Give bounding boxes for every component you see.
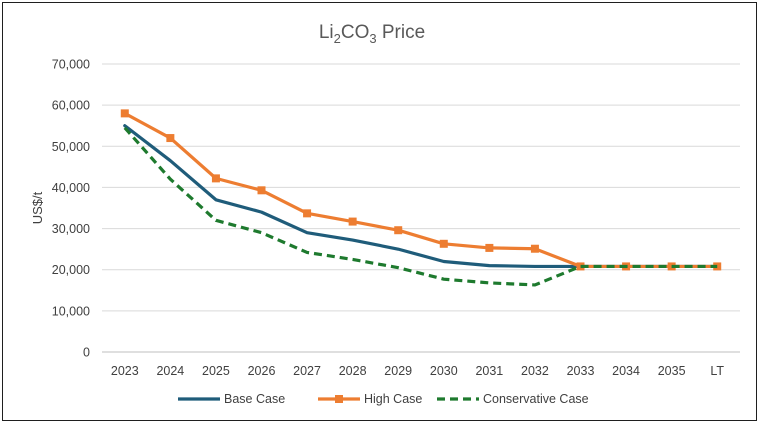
x-tick-label: 2026 (248, 364, 276, 378)
data-point (348, 217, 357, 226)
x-tick-label: 2034 (612, 364, 640, 378)
x-tick-label: 2030 (430, 364, 458, 378)
y-tick-label: 40,000 (52, 181, 90, 195)
x-tick-label: 2023 (111, 364, 139, 378)
y-tick-label: 20,000 (52, 263, 90, 277)
series-1 (120, 109, 722, 271)
legend-marker (335, 395, 343, 403)
title-part-tail: Price (377, 22, 426, 43)
y-tick-labels: 0 10,000 20,000 30,000 40,000 50,000 60,000 70,… (52, 58, 90, 360)
x-tick-label: 2029 (384, 364, 412, 378)
data-point (439, 239, 448, 248)
x-tick-label: 2033 (567, 364, 595, 378)
chart-title: Li2CO3 Price (319, 22, 425, 46)
x-tick-label: 2027 (293, 364, 321, 378)
title-part-mid: CO (341, 22, 370, 43)
y-tick-label: 60,000 (52, 99, 90, 113)
series-line-0 (123, 124, 719, 269)
chart-frame (2, 2, 757, 421)
series-lines (120, 109, 722, 287)
x-tick-label: LT (710, 364, 724, 378)
legend-label: High Case (364, 392, 422, 406)
data-point (303, 209, 312, 218)
legend-label: Base Case (224, 392, 285, 406)
x-tick-label: 2035 (658, 364, 686, 378)
x-tick-label: 2025 (202, 364, 230, 378)
x-tick-label: 2031 (475, 364, 503, 378)
data-point (211, 174, 220, 183)
x-tick-label: 2024 (156, 364, 184, 378)
y-tick-label: 70,000 (52, 58, 90, 72)
title-part-base: Li (319, 22, 334, 43)
y-tick-label: 50,000 (52, 140, 90, 154)
x-tick-label: 2028 (339, 364, 367, 378)
legend-item-2: Conservative Case (437, 392, 589, 406)
data-point (394, 226, 403, 235)
series-2 (123, 126, 718, 287)
data-point (257, 186, 266, 195)
data-point (120, 109, 129, 118)
x-tick-labels: 2023 2024 2025 2026 2027 2028 2029 2030 2031 2032… (111, 364, 725, 378)
data-point (485, 243, 494, 252)
legend-item-1: High Case (318, 392, 422, 406)
legend: Base Case High Case Conservative Case (178, 392, 589, 406)
title-subscript-2: 3 (369, 31, 376, 46)
gridlines (102, 63, 740, 353)
y-tick-label: 0 (83, 346, 90, 360)
x-tick-label: 2032 (521, 364, 549, 378)
data-point (166, 134, 175, 143)
series-0 (123, 124, 719, 269)
legend-label: Conservative Case (483, 392, 589, 406)
legend-item-0: Base Case (178, 392, 285, 406)
series-line-2 (123, 126, 718, 287)
title-subscript-1: 2 (334, 31, 341, 46)
y-axis-label: US$/t (30, 191, 45, 224)
data-point (530, 244, 539, 253)
y-tick-label: 30,000 (52, 222, 90, 236)
y-tick-label: 10,000 (52, 304, 90, 318)
series-line-1 (123, 111, 719, 269)
data-point (576, 262, 585, 271)
